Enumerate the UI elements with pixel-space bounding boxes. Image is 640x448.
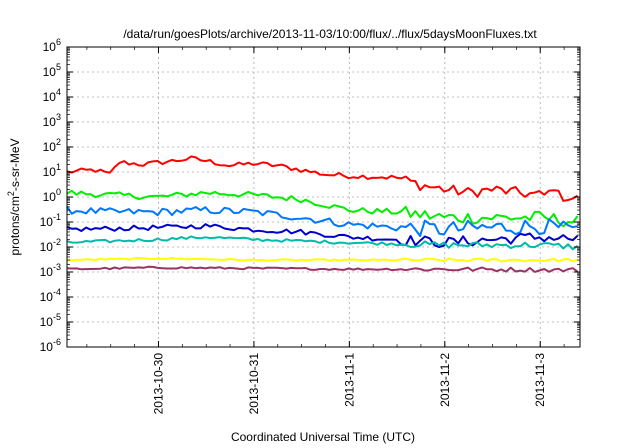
y-tick-labels: 10-610-510-410-310-210-11001011021031041… <box>40 37 61 354</box>
series-line-2 <box>66 189 579 228</box>
y-tick-base: 10 <box>43 65 57 79</box>
y-tick-base: 10 <box>43 90 57 104</box>
y-tick-label: 10-3 <box>40 262 61 279</box>
y-tick-label: 10-4 <box>40 287 61 304</box>
y-tick-label: 10-5 <box>40 312 61 329</box>
y-tick-base: 10 <box>40 290 54 304</box>
x-tick-label: 2013-11-2 <box>438 353 452 407</box>
y-tick-label: 106 <box>43 37 61 54</box>
y-tick-exponent: 1 <box>56 162 61 172</box>
x-tick-label: 2013-10-31 <box>247 353 261 415</box>
grid <box>67 47 580 347</box>
y-tick-label: 102 <box>43 137 61 154</box>
y-axis-label: protons/cm2-s-sr-MeV <box>6 138 22 255</box>
y-tick-exponent: -6 <box>53 337 61 347</box>
series-line-1 <box>66 155 579 202</box>
y-tick-exponent: -2 <box>53 237 61 247</box>
y-tick-exponent: 4 <box>56 87 61 97</box>
y-tick-base: 10 <box>43 140 57 154</box>
series-line-3 <box>66 205 578 237</box>
y-tick-exponent: 0 <box>56 187 61 197</box>
y-axis-label-sup: 2 <box>6 191 16 196</box>
y-tick-base: 10 <box>40 265 54 279</box>
y-tick-label: 101 <box>43 162 61 179</box>
x-tick-label: 2013-11-3 <box>533 353 547 407</box>
y-tick-base: 10 <box>43 165 57 179</box>
y-tick-base: 10 <box>43 40 57 54</box>
y-axis-label-pre: protons/cm <box>8 196 22 255</box>
y-tick-base: 10 <box>43 190 57 204</box>
y-tick-exponent: -5 <box>53 312 61 322</box>
y-tick-exponent: -4 <box>53 287 61 297</box>
y-tick-label: 10-2 <box>40 237 61 254</box>
chart-title: /data/run/goesPlots/archive/2013-11-03/1… <box>123 27 537 41</box>
y-tick-base: 10 <box>40 315 54 329</box>
y-tick-base: 10 <box>40 215 54 229</box>
series-line-4 <box>66 223 579 248</box>
y-tick-exponent: 5 <box>56 62 61 72</box>
y-tick-base: 10 <box>40 240 54 254</box>
series-layer <box>66 155 579 273</box>
y-axis-label-post: -s-sr-MeV <box>8 138 22 191</box>
series-line-5 <box>66 235 579 251</box>
y-tick-exponent: 6 <box>56 37 61 47</box>
series-line-7 <box>66 265 579 273</box>
y-tick-label: 103 <box>43 112 61 129</box>
y-tick-exponent: 3 <box>56 112 61 122</box>
y-tick-exponent: -1 <box>53 212 61 222</box>
y-tick-label: 100 <box>43 187 61 204</box>
x-tick-label: 2013-10-30 <box>151 353 165 415</box>
series-line-6 <box>66 257 578 263</box>
x-tick-labels: 2013-10-30 2013-10-31 2013-11-1 2013-11-2 20… <box>151 353 547 415</box>
y-tick-label: 10-1 <box>40 212 61 229</box>
y-tick-exponent: -3 <box>53 262 61 272</box>
x-tick-label: 2013-11-1 <box>342 353 356 407</box>
y-tick-label: 10-6 <box>40 337 61 354</box>
y-tick-base: 10 <box>43 115 57 129</box>
x-axis-label: Coordinated Universal Time (UTC) <box>231 430 415 444</box>
y-tick-base: 10 <box>40 340 54 354</box>
y-tick-label: 105 <box>43 62 61 79</box>
y-tick-exponent: 2 <box>56 137 61 147</box>
y-tick-label: 104 <box>43 87 61 104</box>
tick-layer <box>67 46 580 348</box>
